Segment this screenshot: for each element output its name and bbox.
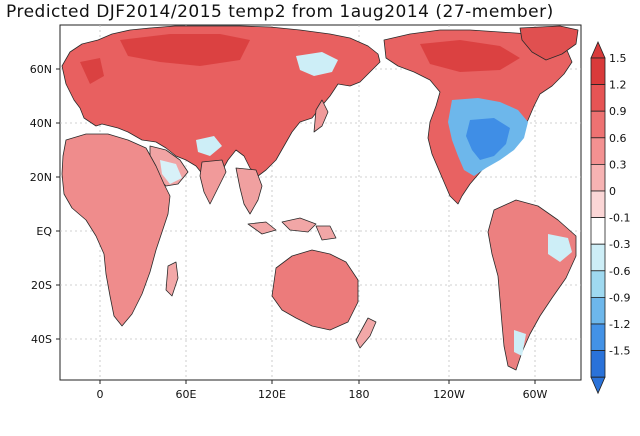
lon-label: 60E	[176, 388, 197, 401]
colorbar-swatch	[590, 57, 606, 86]
map-title: Predicted DJF2014/2015 temp2 from 1aug20…	[6, 2, 554, 22]
colorbar-label: -0.9	[609, 291, 630, 304]
latitude-labels: 60N 40N 20N EQ 20S 40S	[30, 63, 53, 346]
warm-anomalies	[80, 34, 520, 84]
colorbar-label: 0	[609, 185, 616, 198]
lon-label: 120W	[433, 388, 465, 401]
colorbar-arrow-top	[590, 41, 606, 59]
colorbar-label: -1.2	[609, 318, 630, 331]
colorbar-label: 1.2	[609, 79, 627, 92]
colorbar-swatch	[590, 217, 606, 245]
colorbar-arrow-bottom	[590, 376, 606, 395]
colorbar-swatch	[590, 270, 606, 298]
colorbar-swatch	[590, 84, 606, 112]
longitude-labels: 0 60E 120E 180 120W 60W	[97, 388, 548, 401]
colorbar-swatch	[590, 323, 606, 352]
colorbar-swatch	[590, 296, 606, 325]
new-zealand-land	[355, 317, 377, 349]
lat-label: 40N	[30, 117, 52, 130]
colorbar-swatch	[590, 190, 606, 219]
lon-label: 180	[349, 388, 370, 401]
colorbar-swatch	[590, 350, 606, 378]
lat-label: 40S	[31, 333, 52, 346]
greenland-land	[519, 25, 579, 61]
colorbar-label: -0.3	[609, 238, 630, 251]
colorbar-swatch	[590, 163, 606, 192]
se-asia-land	[235, 167, 263, 215]
lat-label: 20S	[31, 279, 52, 292]
colorbar: 1.5 1.2 0.9 0.6 0.3 0 -0.1 -0.3 -0.6 -0.9 -1.2 -1.5	[590, 41, 630, 395]
lat-label: 20N	[30, 171, 52, 184]
africa-land	[61, 133, 171, 327]
colorbar-swatch	[590, 110, 606, 139]
indonesia-land	[247, 217, 337, 241]
colorbar-label: 0.3	[609, 158, 627, 171]
madagascar-land	[165, 261, 179, 297]
colorbar-label: 0.6	[609, 132, 627, 145]
lon-label: 60W	[523, 388, 548, 401]
axis-ticks	[56, 68, 536, 384]
lat-label: EQ	[36, 225, 52, 238]
lon-label: 0	[97, 388, 104, 401]
colorbar-label: -1.5	[609, 345, 630, 358]
japan-land	[313, 99, 329, 133]
colorbar-label: 1.5	[609, 52, 627, 65]
colorbar-label: 0.9	[609, 105, 627, 118]
cold-anomalies	[160, 52, 572, 356]
india-land	[199, 159, 227, 205]
australia-land	[271, 249, 359, 331]
colorbar-swatch	[590, 243, 606, 272]
colorbar-label: -0.6	[609, 265, 630, 278]
lon-label: 120E	[258, 388, 286, 401]
lat-label: 60N	[30, 63, 52, 76]
colorbar-label: -0.1	[609, 212, 630, 225]
colorbar-swatch	[590, 137, 606, 165]
